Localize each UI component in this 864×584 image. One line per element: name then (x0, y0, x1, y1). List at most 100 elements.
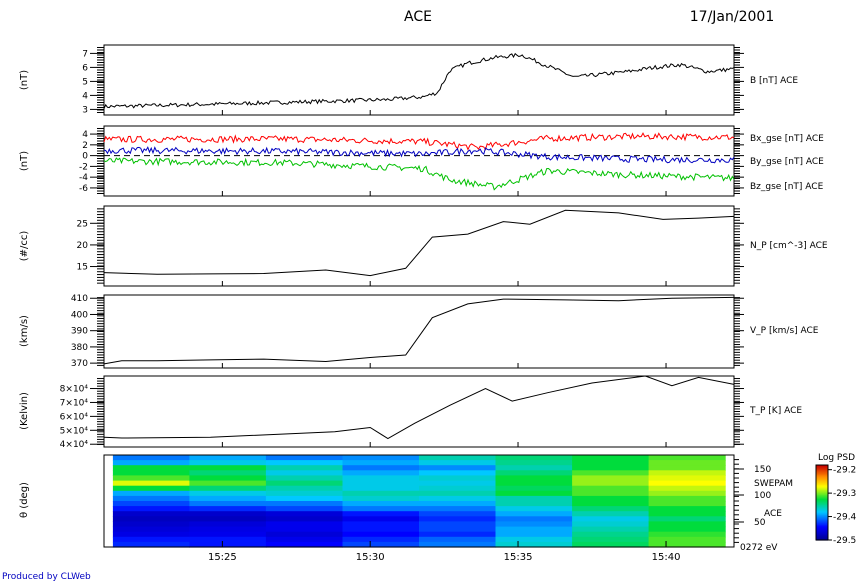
colorbar-segment (816, 535, 828, 537)
spectrogram-cell (342, 531, 420, 538)
spectrogram-cell (112, 455, 190, 461)
panel-frame (103, 294, 735, 369)
y-tick-label: 8×10⁴ (60, 385, 89, 395)
y-tick-label: 50 (754, 518, 766, 528)
spectrogram-cell (342, 455, 420, 461)
spectrogram-cell (495, 495, 573, 502)
spectrogram-cell (265, 506, 343, 512)
spectrogram-cell (265, 531, 343, 538)
spectrogram-cell (265, 465, 343, 471)
spectrogram-label: SWEPAM (754, 479, 793, 489)
colorbar-segment (816, 473, 828, 476)
spectrogram-cell (342, 495, 420, 502)
colorbar-segment (816, 520, 828, 522)
series-label: N_P [cm^-3] ACE (750, 241, 828, 251)
spectrogram-cell (419, 506, 497, 512)
spectrogram-cell (648, 521, 726, 528)
spectrogram-cell (495, 521, 573, 528)
colorbar-segment (816, 506, 828, 509)
colorbar-segment (816, 472, 828, 475)
spectrogram-cell (112, 516, 190, 522)
colorbar-segment (816, 513, 828, 516)
spectrogram-cell (342, 536, 420, 543)
y-axis-label: (km/s) (19, 315, 30, 347)
spectrogram-cell (112, 495, 190, 502)
panel-proton-density: (#/cc) 15 20 25 N_P [cm^-3] ACE (19, 205, 828, 287)
spectrogram-panel: θ (deg) 150 100 50 SWEPAM ACE 0272 eV (19, 454, 793, 553)
spectrogram-cell (342, 521, 420, 528)
series-line (103, 209, 735, 277)
colorbar-segment (816, 488, 828, 491)
spectrogram-cell (572, 470, 650, 476)
spectrogram-cell (342, 516, 420, 522)
y-tick-label: 7×10⁴ (60, 398, 89, 408)
colorbar-segment (816, 502, 828, 505)
panel-proton-speed: (km/s) 370 380 390 400 410 V_P [km/s] ACE (19, 294, 819, 369)
colorbar-title: Log PSD (818, 453, 855, 463)
colorbar-segment (816, 501, 828, 504)
spectrogram-cell (572, 485, 650, 492)
colorbar-segment (816, 511, 828, 514)
colorbar-frame (815, 464, 829, 541)
y-tick-label: 25 (77, 219, 88, 229)
spectrogram-cell (112, 536, 190, 543)
colorbar-segment (816, 493, 828, 496)
spectrogram-cell (572, 455, 650, 461)
y-axis-label: θ (deg) (19, 482, 30, 518)
spectrogram-cell (419, 526, 497, 533)
colorbar-segment (816, 516, 828, 519)
spectrogram-cell (342, 460, 420, 466)
spectrogram-cell (495, 526, 573, 533)
spectrogram-cell (342, 511, 420, 517)
colorbar-segment (816, 487, 828, 490)
y-tick-label: 380 (71, 343, 88, 353)
y-tick-label: 4 (82, 130, 88, 140)
spectrogram-cell (572, 506, 650, 512)
spectrogram-cell (189, 485, 267, 492)
spectrogram-cell (189, 470, 267, 476)
series-line (103, 157, 735, 191)
spectrogram-cell (495, 501, 573, 507)
colorbar-segment (816, 477, 828, 480)
y-axis-label: (nT) (19, 70, 30, 90)
y-tick-label: 2 (82, 141, 88, 151)
colorbar-tick-label: -29.4 (833, 513, 857, 523)
spectrogram-cell (419, 521, 497, 528)
spectrogram-cell (112, 480, 190, 487)
spectrogram-cell (265, 485, 343, 492)
spectrogram-cell (265, 470, 343, 476)
spectrogram-cell (189, 521, 267, 528)
figure-title: ACE (404, 9, 432, 25)
spectrogram-cell (112, 501, 190, 507)
spectrogram-cell (648, 501, 726, 507)
colorbar-segment (816, 515, 828, 517)
spectrogram-cell (189, 516, 267, 522)
y-tick-label: 6 (82, 63, 88, 73)
series-label: By_gse [nT] ACE (750, 157, 824, 167)
spectrogram-cell (572, 460, 650, 466)
y-axis-label: (#/cc) (19, 231, 30, 262)
colorbar-segment (816, 526, 828, 529)
spectrogram-cell (419, 495, 497, 502)
colorbar-tick-label: -29.5 (833, 536, 856, 546)
spectrogram-cell (112, 485, 190, 492)
y-tick-label: -6 (79, 184, 88, 194)
y-axis-label: (nT) (19, 151, 30, 171)
y-tick-label: 20 (77, 241, 89, 251)
spectrogram-cell (189, 501, 267, 507)
spectrogram-cell (112, 460, 190, 466)
colorbar-segment (816, 507, 828, 510)
colorbar-segment (816, 471, 828, 474)
spectrogram-cell (572, 516, 650, 522)
y-tick-label: -2 (79, 162, 88, 172)
spectrogram-cell (189, 531, 267, 538)
x-tick-label: 15:30 (356, 552, 385, 563)
spectrogram-cell (648, 531, 726, 538)
spectrogram-cell (342, 465, 420, 471)
colorbar-segment (816, 531, 828, 534)
spectrogram-cell (112, 506, 190, 512)
spectrogram-cell (112, 531, 190, 538)
spectrogram-cell (648, 516, 726, 522)
y-tick-label: 410 (71, 294, 88, 304)
spectrogram-cell (495, 506, 573, 512)
